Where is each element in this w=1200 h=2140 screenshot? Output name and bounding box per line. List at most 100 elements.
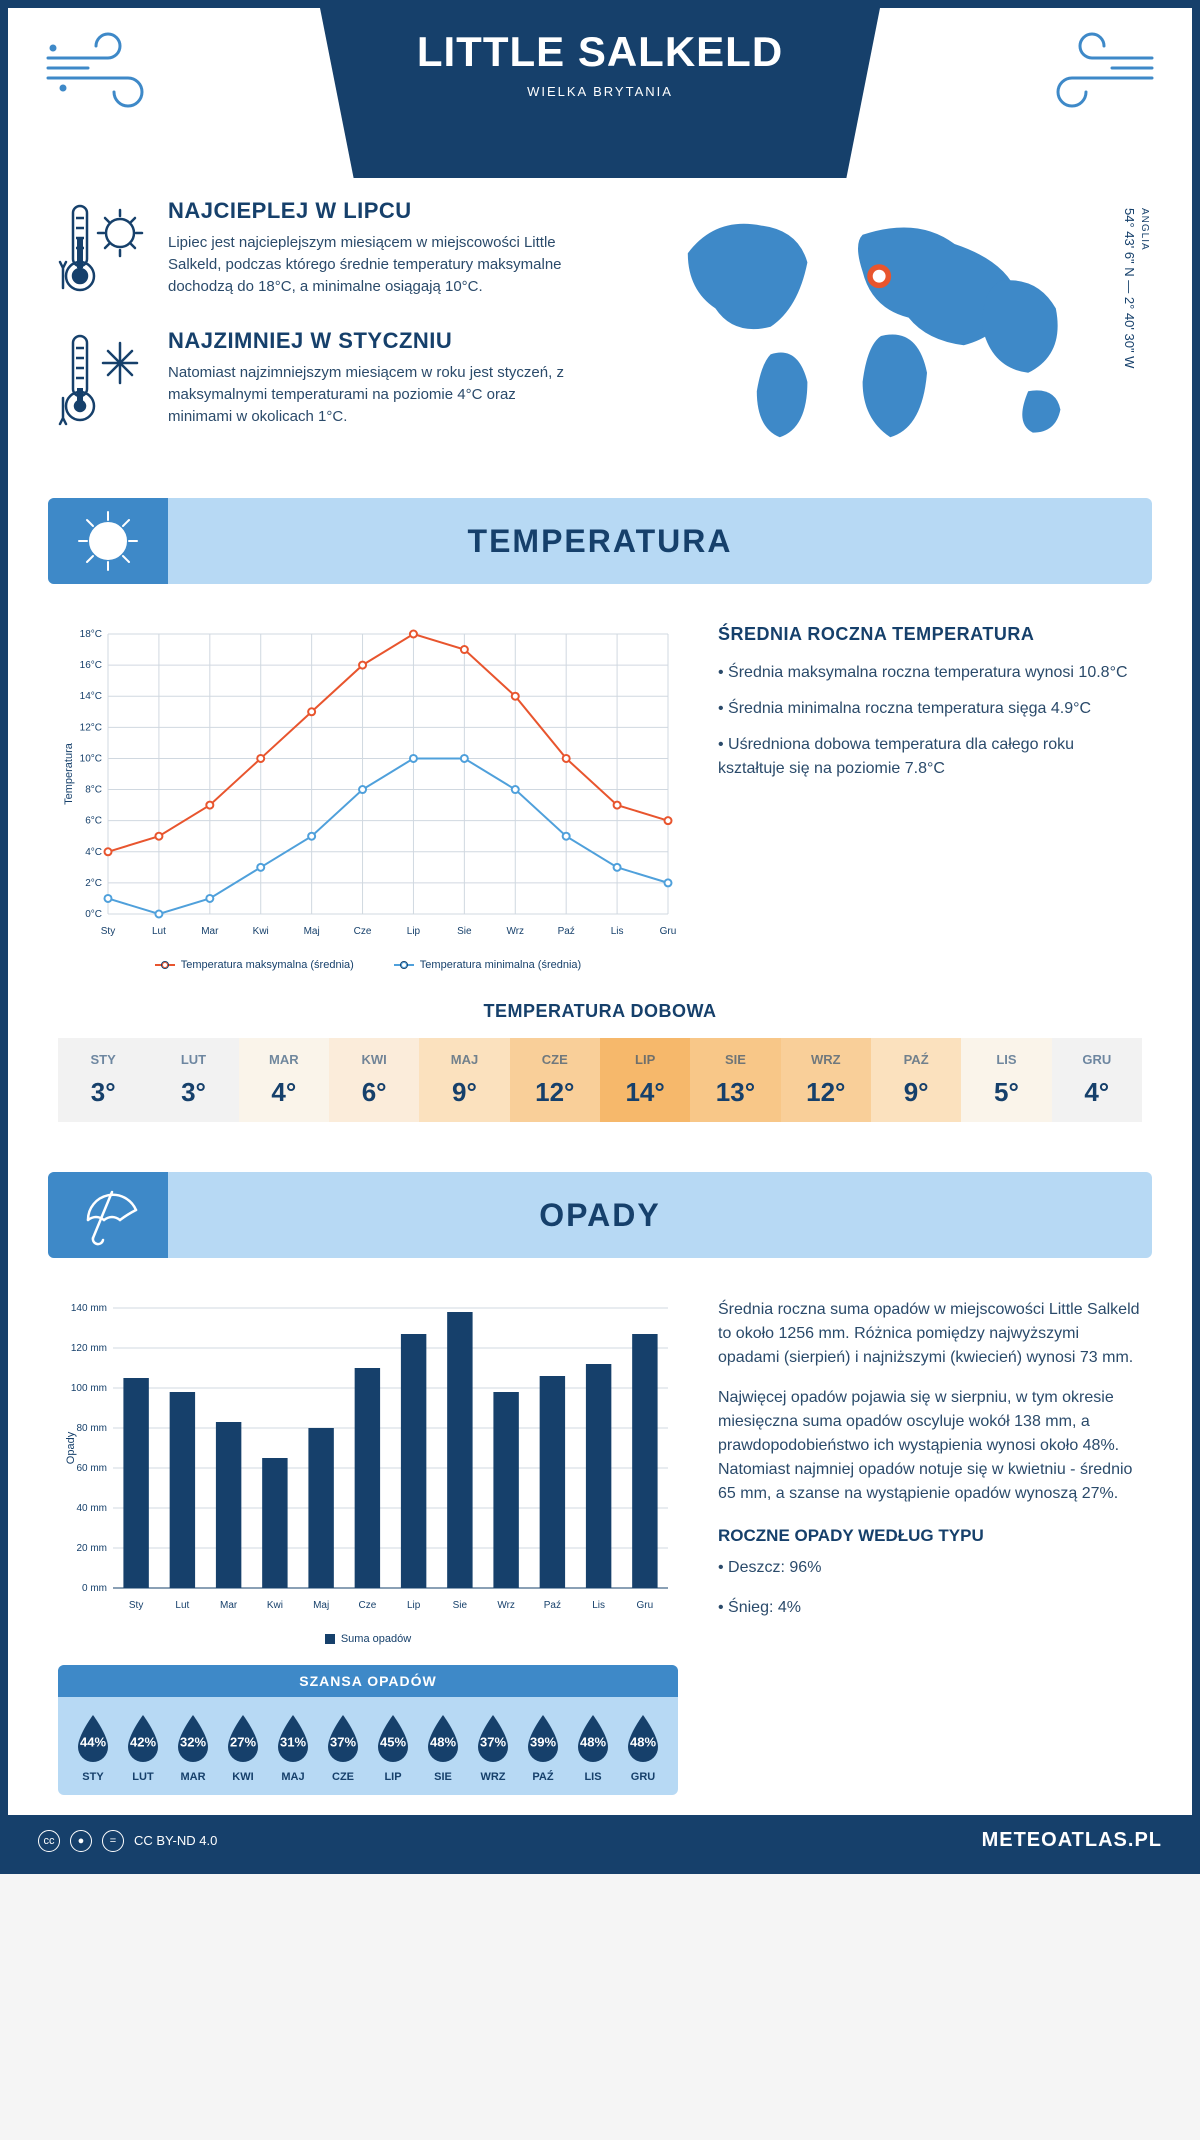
svg-text:Paź: Paź: [558, 926, 575, 937]
chance-month: PAŹ: [518, 1771, 568, 1783]
svg-text:Lut: Lut: [175, 1600, 189, 1611]
svg-text:Lis: Lis: [592, 1600, 605, 1611]
svg-text:140 mm: 140 mm: [71, 1303, 107, 1314]
svg-text:Sie: Sie: [457, 926, 472, 937]
temp-cell-value: 14°: [600, 1077, 690, 1108]
svg-text:Mar: Mar: [220, 1600, 238, 1611]
chance-box: SZANSA OPADÓW 44% STY 42% LUT 32% MAR 27…: [58, 1665, 678, 1795]
legend-max-label: Temperatura maksymalna (średnia): [181, 959, 354, 971]
temperature-legend: Temperatura maksymalna (średnia) Tempera…: [58, 959, 678, 971]
raindrop-icon: 37%: [322, 1713, 364, 1765]
raindrop-icon: 42%: [122, 1713, 164, 1765]
temp-cell-value: 3°: [148, 1077, 238, 1108]
chance-cell: 37% CZE: [318, 1713, 368, 1783]
temp-cell-value: 9°: [419, 1077, 509, 1108]
precipitation-header: OPADY: [48, 1172, 1152, 1258]
svg-text:Kwi: Kwi: [267, 1600, 283, 1611]
chance-month: LIP: [368, 1771, 418, 1783]
type-bullet: • Deszcz: 96%: [718, 1556, 1142, 1580]
temp-cell-month: KWI: [329, 1052, 419, 1067]
temp-cell-month: LUT: [148, 1052, 238, 1067]
fact-cold-title: NAJZIMNIEJ W STYCZNIU: [168, 328, 580, 354]
svg-text:Lut: Lut: [152, 926, 166, 937]
stat-bullet: • Średnia maksymalna roczna temperatura …: [718, 661, 1142, 685]
legend-max: Temperatura maksymalna (średnia): [155, 959, 354, 971]
chance-cell: 48% GRU: [618, 1713, 668, 1783]
fact-warm-text: Lipiec jest najcieplejszym miesiącem w m…: [168, 232, 580, 297]
footer: cc ● = CC BY-ND 4.0 METEOATLAS.PL: [8, 1815, 1192, 1866]
chance-cell: 27% KWI: [218, 1713, 268, 1783]
legend-precip-label: Suma opadów: [341, 1633, 411, 1645]
svg-text:Cze: Cze: [358, 1600, 376, 1611]
precip-p2: Najwięcej opadów pojawia się w sierpniu,…: [718, 1386, 1142, 1506]
temp-cell-month: LIS: [961, 1052, 1051, 1067]
temp-cell-value: 3°: [58, 1077, 148, 1108]
svg-text:2°C: 2°C: [85, 878, 102, 889]
chance-month: WRZ: [468, 1771, 518, 1783]
intro-facts: NAJCIEPLEJ W LIPCU Lipiec jest najcieple…: [58, 198, 580, 458]
fact-cold-text: Natomiast najzimniejszym miesiącem w rok…: [168, 362, 580, 427]
temp-cell-value: 4°: [1052, 1077, 1142, 1108]
stat-bullet: • Średnia minimalna roczna temperatura s…: [718, 697, 1142, 721]
location-marker-icon: [870, 267, 888, 285]
precipitation-text: Średnia roczna suma opadów w miejscowośc…: [718, 1298, 1142, 1795]
license-text: CC BY-ND 4.0: [134, 1833, 217, 1848]
chance-month: KWI: [218, 1771, 268, 1783]
chance-value: 42%: [130, 1735, 156, 1750]
svg-text:120 mm: 120 mm: [71, 1343, 107, 1354]
chance-cell: 37% WRZ: [468, 1713, 518, 1783]
svg-text:6°C: 6°C: [85, 816, 102, 827]
svg-text:Sie: Sie: [453, 1600, 468, 1611]
temp-cell-month: LIP: [600, 1052, 690, 1067]
nd-icon: =: [102, 1830, 124, 1852]
chance-value: 44%: [80, 1735, 106, 1750]
svg-text:40 mm: 40 mm: [76, 1503, 107, 1514]
temperature-title: TEMPERATURA: [168, 523, 1152, 560]
temp-cell-month: MAR: [239, 1052, 329, 1067]
chance-cell: 42% LUT: [118, 1713, 168, 1783]
brand-logo: METEOATLAS.PL: [982, 1829, 1162, 1852]
title-banner: LITTLE SALKELD WIELKA BRYTANIA: [320, 8, 880, 178]
raindrop-icon: 48%: [572, 1713, 614, 1765]
temp-cell-month: STY: [58, 1052, 148, 1067]
chance-value: 37%: [480, 1735, 506, 1750]
svg-text:Gru: Gru: [660, 926, 677, 937]
thermometer-sun-icon: [58, 198, 148, 298]
temperature-stats: ŚREDNIA ROCZNA TEMPERATURA • Średnia mak…: [718, 624, 1142, 971]
svg-text:60 mm: 60 mm: [76, 1463, 107, 1474]
svg-text:Opady: Opady: [65, 1431, 77, 1464]
cc-icon: cc: [38, 1830, 60, 1852]
license-block: cc ● = CC BY-ND 4.0: [38, 1830, 217, 1852]
raindrop-icon: 31%: [272, 1713, 314, 1765]
chance-month: LUT: [118, 1771, 168, 1783]
chance-cell: 31% MAJ: [268, 1713, 318, 1783]
fact-warmest: NAJCIEPLEJ W LIPCU Lipiec jest najcieple…: [58, 198, 580, 298]
by-icon: ●: [70, 1830, 92, 1852]
svg-text:Wrz: Wrz: [497, 1600, 515, 1611]
raindrop-icon: 27%: [222, 1713, 264, 1765]
svg-text:Paź: Paź: [544, 1600, 561, 1611]
svg-text:4°C: 4°C: [85, 847, 102, 858]
temp-cell: LIS 5°: [961, 1038, 1051, 1122]
svg-text:12°C: 12°C: [80, 722, 102, 733]
svg-text:Sty: Sty: [129, 1600, 143, 1611]
world-map-icon: [651, 198, 1111, 456]
temp-cell-value: 13°: [690, 1077, 780, 1108]
chance-month: LIS: [568, 1771, 618, 1783]
svg-text:Sty: Sty: [101, 926, 115, 937]
chance-title: SZANSA OPADÓW: [58, 1665, 678, 1697]
precip-type-title: ROCZNE OPADY WEDŁUG TYPU: [718, 1526, 1142, 1546]
raindrop-icon: 48%: [422, 1713, 464, 1765]
temp-cell-month: SIE: [690, 1052, 780, 1067]
raindrop-icon: 37%: [472, 1713, 514, 1765]
temp-cell-value: 5°: [961, 1077, 1051, 1108]
chance-value: 48%: [580, 1735, 606, 1750]
thermometer-snow-icon: [58, 328, 148, 428]
coordinates: ANGLIA 54° 43' 6" N — 2° 40' 30" W: [1122, 208, 1152, 368]
chance-cell: 44% STY: [68, 1713, 118, 1783]
chance-cell: 32% MAR: [168, 1713, 218, 1783]
chance-value: 48%: [430, 1735, 456, 1750]
temp-cell: KWI6°: [329, 1038, 419, 1122]
chance-value: 37%: [330, 1735, 356, 1750]
temp-cell: PAŹ9°: [871, 1038, 961, 1122]
